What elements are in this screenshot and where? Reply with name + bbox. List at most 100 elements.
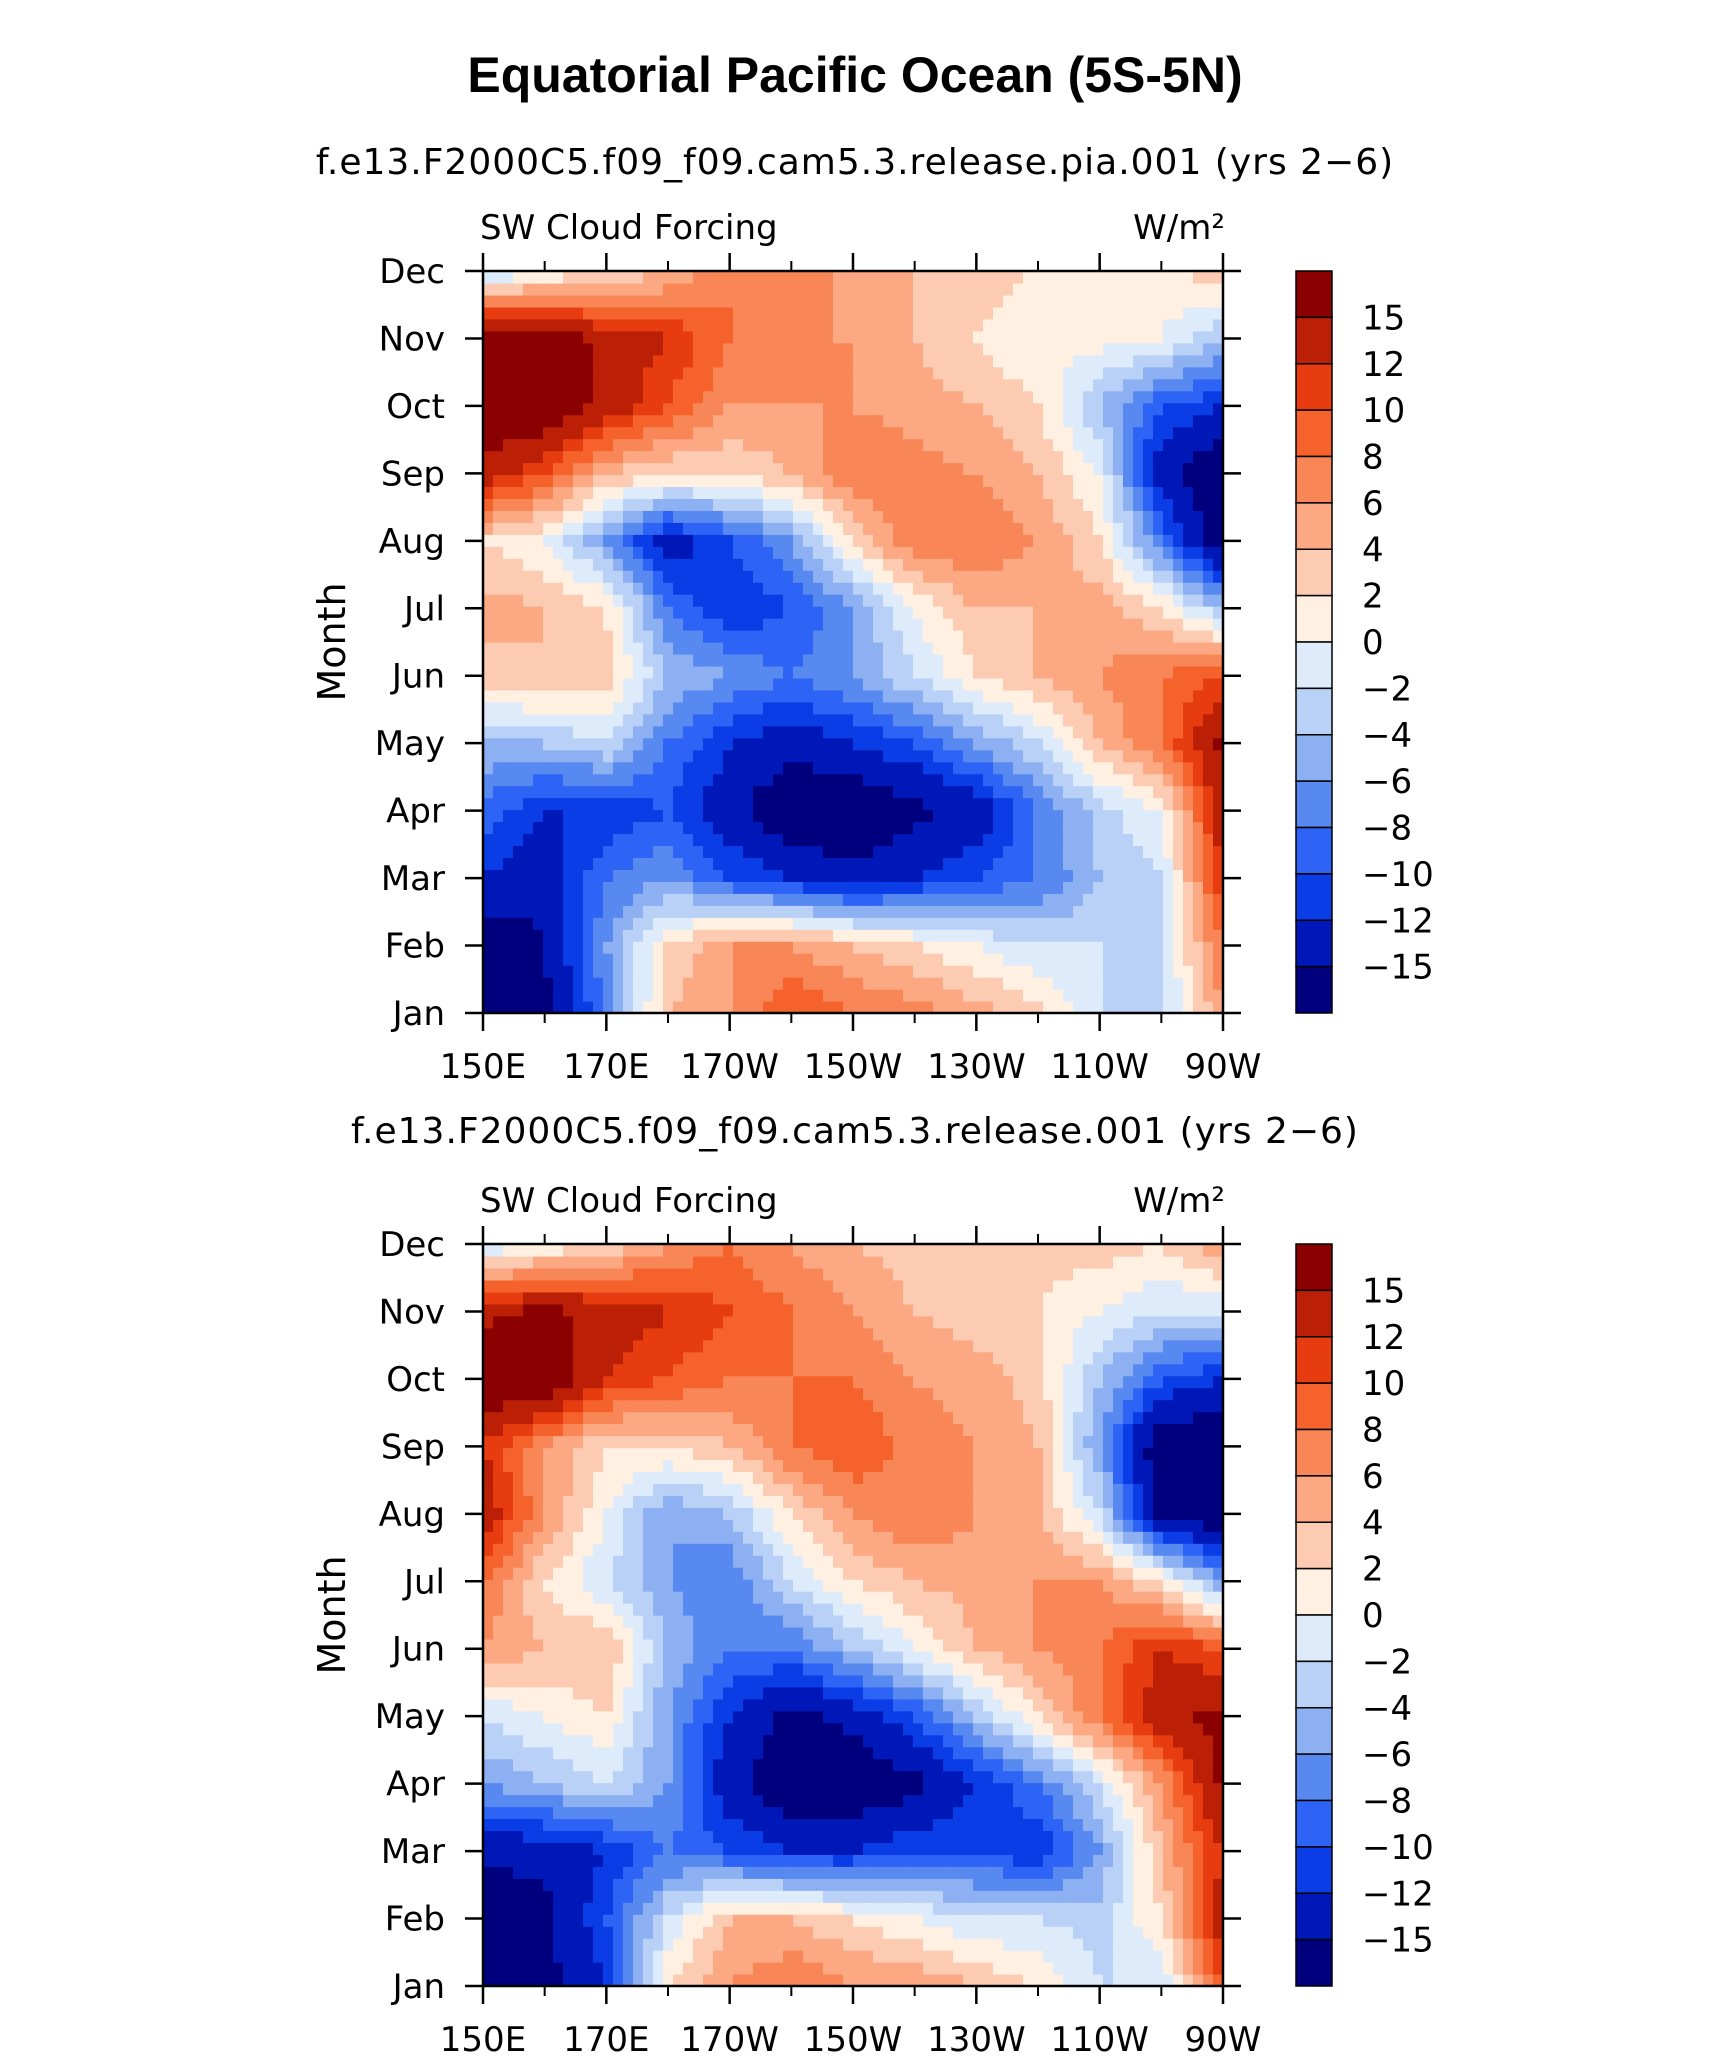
heatmap-cell <box>653 1962 664 1975</box>
heatmap-cell <box>1083 498 1094 511</box>
heatmap-cell <box>803 785 814 799</box>
heatmap-cell <box>753 965 764 978</box>
heatmap-cell <box>533 737 544 751</box>
heatmap-cell <box>933 1974 944 1986</box>
heatmap-cell <box>913 821 924 835</box>
heatmap-cell <box>503 498 514 511</box>
heatmap-cell <box>903 1950 914 1963</box>
heatmap-cell <box>563 486 574 499</box>
heatmap-cell <box>663 881 674 894</box>
heatmap-cell <box>1073 905 1084 918</box>
heatmap-cell <box>813 953 824 966</box>
heatmap-cell <box>1083 1962 1094 1975</box>
heatmap-cell <box>493 677 504 691</box>
heatmap-cell <box>753 606 764 619</box>
heatmap-cell <box>853 342 864 356</box>
heatmap-cell <box>773 318 784 332</box>
heatmap-cell <box>823 414 834 428</box>
heatmap-cell <box>553 1962 564 1975</box>
heatmap-cell <box>1163 797 1174 811</box>
heatmap-cell <box>783 689 794 703</box>
heatmap-cell <box>893 534 904 547</box>
heatmap-cell <box>913 761 924 775</box>
heatmap-cell <box>543 330 554 344</box>
heatmap-cell <box>703 737 714 751</box>
heatmap-cell <box>803 354 814 368</box>
heatmap-cell <box>813 534 824 547</box>
heatmap-cell <box>813 821 824 835</box>
heatmap-cell <box>963 630 974 643</box>
heatmap-cell <box>683 965 694 978</box>
heatmap-cell <box>1013 426 1024 440</box>
heatmap-cell <box>1203 390 1214 404</box>
heatmap-cell <box>533 522 544 535</box>
heatmap-cell <box>1013 271 1024 284</box>
heatmap-cell <box>1133 558 1144 571</box>
heatmap-cell <box>933 773 944 787</box>
heatmap-cell <box>993 797 1004 811</box>
heatmap-cell <box>523 318 534 332</box>
heatmap-cell <box>843 1950 854 1963</box>
heatmap-cell <box>663 809 674 823</box>
heatmap-cell <box>823 809 834 823</box>
heatmap-cell <box>1073 630 1084 643</box>
heatmap-cell <box>493 881 504 894</box>
heatmap-cell <box>833 474 844 488</box>
heatmap-cell <box>1053 402 1064 416</box>
heatmap-cell <box>803 929 814 942</box>
heatmap-cell <box>713 450 724 464</box>
y-tick-label: Jul <box>402 589 445 629</box>
heatmap-cell <box>953 701 964 715</box>
heatmap-cell <box>603 677 614 691</box>
heatmap-cell <box>913 330 924 344</box>
heatmap-cell <box>623 821 634 835</box>
heatmap-cell <box>703 653 714 667</box>
heatmap-cell <box>1043 809 1054 823</box>
units-label: W/m² <box>1133 208 1225 248</box>
heatmap-cell <box>613 582 624 595</box>
heatmap-cell <box>853 546 864 559</box>
heatmap-cell <box>683 438 694 452</box>
heatmap-cell <box>1013 725 1024 739</box>
heatmap-cell <box>633 893 644 906</box>
heatmap-cell <box>783 618 794 631</box>
heatmap-cell <box>623 833 634 847</box>
heatmap-cell <box>1163 1974 1174 1986</box>
heatmap-cell <box>1033 821 1044 835</box>
heatmap-cell <box>613 833 624 847</box>
heatmap-cell <box>833 905 844 918</box>
heatmap-cell <box>823 582 834 595</box>
heatmap-cell <box>973 606 984 619</box>
heatmap-cell <box>1193 522 1204 535</box>
heatmap-cell <box>593 833 604 847</box>
heatmap-cell <box>683 366 694 380</box>
heatmap-cell <box>803 630 814 643</box>
heatmap-cell <box>1153 797 1164 811</box>
heatmap-cell <box>923 354 934 368</box>
heatmap-cell <box>693 594 704 607</box>
heatmap-cell <box>1083 426 1094 440</box>
heatmap-cell <box>903 426 914 440</box>
heatmap-cell <box>633 510 644 523</box>
heatmap-cell <box>883 929 894 942</box>
heatmap-cell <box>963 953 974 966</box>
heatmap-cell <box>723 665 734 679</box>
heatmap-cell <box>1173 402 1184 416</box>
heatmap-cell <box>1013 917 1024 930</box>
heatmap-cell <box>1123 498 1134 511</box>
heatmap-cell <box>573 881 584 894</box>
heatmap-cell <box>1013 989 1024 1002</box>
heatmap-cell <box>883 809 894 823</box>
heatmap-cell <box>913 725 924 739</box>
heatmap-cell <box>523 606 534 619</box>
heatmap-cell <box>1153 606 1164 619</box>
heatmap-cell <box>993 558 1004 571</box>
heatmap-cell <box>723 1938 734 1951</box>
heatmap-cell <box>1203 510 1214 523</box>
heatmap-cell <box>663 917 674 930</box>
heatmap-cell <box>1063 1938 1074 1951</box>
heatmap-cell <box>613 498 624 511</box>
heatmap-cell <box>623 414 634 428</box>
heatmap-cell <box>1093 677 1104 691</box>
heatmap-cell <box>613 570 624 583</box>
